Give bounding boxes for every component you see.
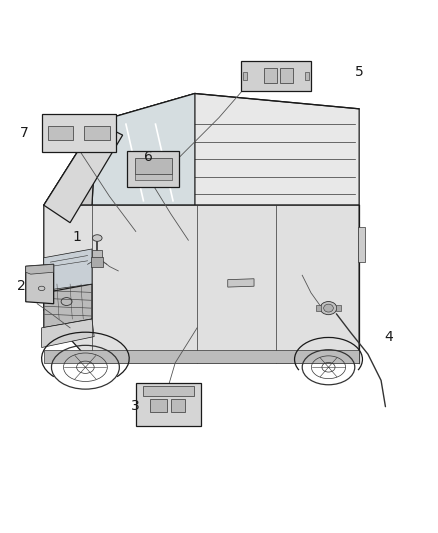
Bar: [91, 257, 103, 267]
Text: 7: 7: [20, 126, 28, 140]
Ellipse shape: [92, 235, 102, 241]
Polygon shape: [26, 264, 53, 304]
Polygon shape: [42, 319, 94, 348]
FancyBboxPatch shape: [136, 383, 201, 426]
FancyBboxPatch shape: [127, 151, 179, 188]
Ellipse shape: [320, 302, 337, 314]
Bar: [48, 125, 73, 140]
Bar: [85, 125, 110, 140]
FancyBboxPatch shape: [42, 114, 116, 151]
Text: 4: 4: [385, 329, 393, 344]
Bar: [264, 68, 277, 83]
Text: 1: 1: [72, 230, 81, 244]
Ellipse shape: [324, 304, 333, 312]
Bar: [243, 72, 247, 80]
Polygon shape: [44, 122, 96, 205]
Bar: [150, 399, 167, 412]
Bar: [305, 72, 309, 80]
Polygon shape: [44, 122, 123, 223]
Bar: [171, 399, 184, 412]
Bar: [135, 174, 172, 180]
Polygon shape: [92, 93, 359, 205]
Polygon shape: [44, 350, 359, 363]
Bar: [316, 305, 321, 311]
Bar: [358, 227, 365, 262]
FancyBboxPatch shape: [241, 61, 311, 91]
Polygon shape: [44, 205, 359, 363]
Bar: [92, 251, 102, 258]
Text: 2: 2: [17, 279, 25, 293]
Polygon shape: [26, 264, 53, 274]
Bar: [135, 158, 172, 174]
Polygon shape: [228, 279, 254, 287]
Bar: [280, 68, 293, 83]
Text: 3: 3: [131, 399, 140, 413]
Text: 6: 6: [145, 150, 153, 164]
Bar: [143, 386, 194, 395]
Polygon shape: [92, 93, 195, 205]
Text: 5: 5: [355, 64, 364, 78]
Polygon shape: [44, 284, 92, 328]
Polygon shape: [44, 249, 92, 290]
Bar: [336, 305, 341, 311]
